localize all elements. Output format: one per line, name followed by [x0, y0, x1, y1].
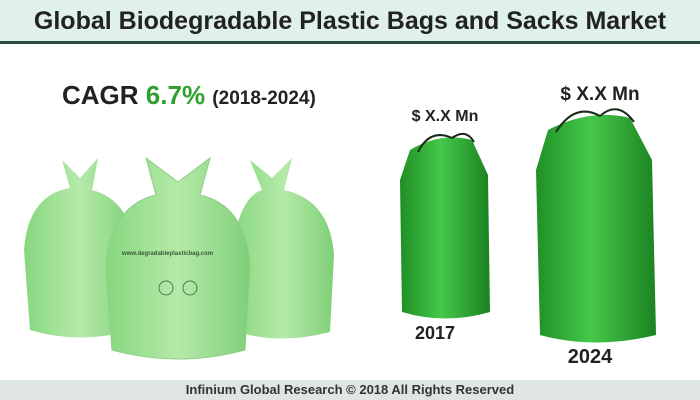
cagr-label: CAGR [62, 80, 139, 110]
cagr-period: (2018-2024) [212, 88, 316, 109]
bag-light-right [232, 158, 334, 339]
bag-2024 [536, 108, 656, 343]
title: Global Biodegradable Plastic Bags and Sa… [33, 7, 667, 35]
bag-value-label: $ X.X Mn [560, 84, 640, 105]
bag-2017 [400, 132, 490, 319]
bag-year: 2024 [567, 346, 613, 368]
bag-year: 2017 [414, 323, 456, 343]
bag-print: www.degradableplasticbag.com [121, 251, 213, 257]
cagr: CAGR 6.7% (2018-2024) [62, 80, 316, 111]
cagr-value: 6.7% [145, 80, 206, 110]
bag-light-center: www.degradableplasticbag.com [105, 156, 251, 360]
title-bar: Global Biodegradable Plastic Bags and Sa… [0, 0, 700, 44]
footer: Infinium Global Research © 2018 All Righ… [0, 380, 700, 400]
bag-light-left [24, 158, 135, 338]
bag-value-label: $ X.X Mn [411, 108, 479, 125]
